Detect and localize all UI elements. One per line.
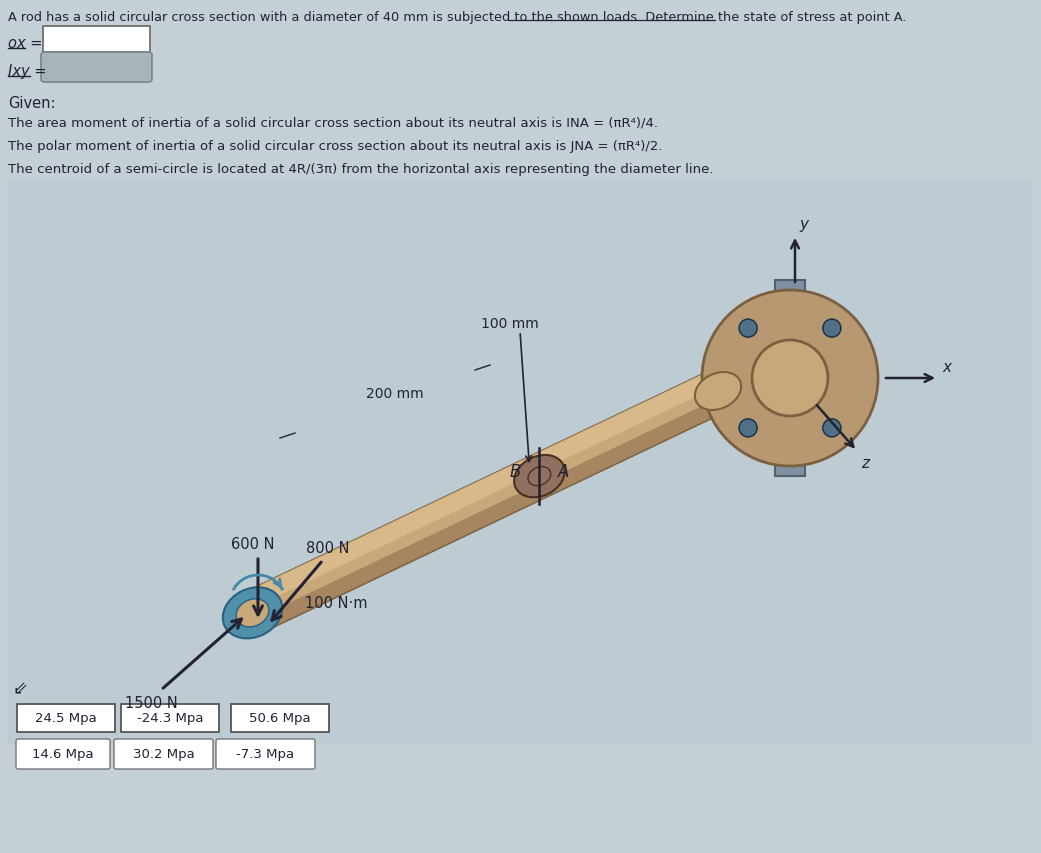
FancyBboxPatch shape bbox=[231, 705, 329, 732]
Polygon shape bbox=[251, 397, 728, 635]
Text: x: x bbox=[942, 360, 951, 374]
Text: 600 N: 600 N bbox=[231, 537, 275, 551]
Text: z: z bbox=[861, 456, 869, 471]
FancyBboxPatch shape bbox=[775, 281, 805, 477]
Text: A: A bbox=[557, 462, 568, 480]
Circle shape bbox=[739, 420, 757, 438]
Text: The area moment of inertia of a solid circular cross section about its neutral a: The area moment of inertia of a solid ci… bbox=[8, 117, 658, 130]
Ellipse shape bbox=[223, 588, 282, 639]
Circle shape bbox=[822, 420, 841, 438]
Text: Ixy =: Ixy = bbox=[8, 64, 47, 79]
Text: 24.5 Mpa: 24.5 Mpa bbox=[35, 711, 97, 725]
FancyBboxPatch shape bbox=[121, 705, 219, 732]
Text: 14.6 Mpa: 14.6 Mpa bbox=[32, 747, 94, 761]
Text: 30.2 Mpa: 30.2 Mpa bbox=[132, 747, 195, 761]
Text: -24.3 Mpa: -24.3 Mpa bbox=[136, 711, 203, 725]
Text: The polar moment of inertia of a solid circular cross section about its neutral : The polar moment of inertia of a solid c… bbox=[8, 140, 662, 153]
Text: The centroid of a semi-circle is located at 4R/(3π) from the horizontal axis rep: The centroid of a semi-circle is located… bbox=[8, 163, 713, 176]
Polygon shape bbox=[238, 372, 728, 635]
FancyBboxPatch shape bbox=[8, 181, 1033, 746]
Text: y: y bbox=[799, 217, 808, 232]
Text: ⇙: ⇙ bbox=[12, 679, 27, 697]
Text: 1500 N: 1500 N bbox=[125, 695, 177, 711]
Text: 100 N·m: 100 N·m bbox=[305, 595, 367, 611]
FancyBboxPatch shape bbox=[41, 53, 152, 83]
Polygon shape bbox=[238, 372, 716, 612]
Text: B: B bbox=[510, 462, 522, 480]
Text: A rod has a solid circular cross section with a diameter of 40 mm is subjected t: A rod has a solid circular cross section… bbox=[8, 11, 907, 24]
FancyBboxPatch shape bbox=[16, 740, 110, 769]
Text: 50.6 Mpa: 50.6 Mpa bbox=[249, 711, 311, 725]
Circle shape bbox=[702, 291, 878, 467]
Text: ox =: ox = bbox=[8, 36, 43, 51]
FancyBboxPatch shape bbox=[17, 705, 115, 732]
Ellipse shape bbox=[236, 599, 269, 627]
Circle shape bbox=[822, 320, 841, 338]
FancyBboxPatch shape bbox=[115, 740, 213, 769]
Ellipse shape bbox=[695, 373, 741, 410]
Text: Given:: Given: bbox=[8, 96, 55, 111]
Text: -7.3 Mpa: -7.3 Mpa bbox=[236, 747, 295, 761]
Text: 100 mm: 100 mm bbox=[481, 316, 539, 331]
Ellipse shape bbox=[514, 456, 564, 497]
Circle shape bbox=[752, 340, 828, 416]
FancyBboxPatch shape bbox=[215, 740, 315, 769]
Circle shape bbox=[739, 320, 757, 338]
FancyBboxPatch shape bbox=[43, 27, 150, 53]
Text: 200 mm: 200 mm bbox=[366, 386, 424, 401]
Text: 800 N: 800 N bbox=[306, 540, 350, 555]
